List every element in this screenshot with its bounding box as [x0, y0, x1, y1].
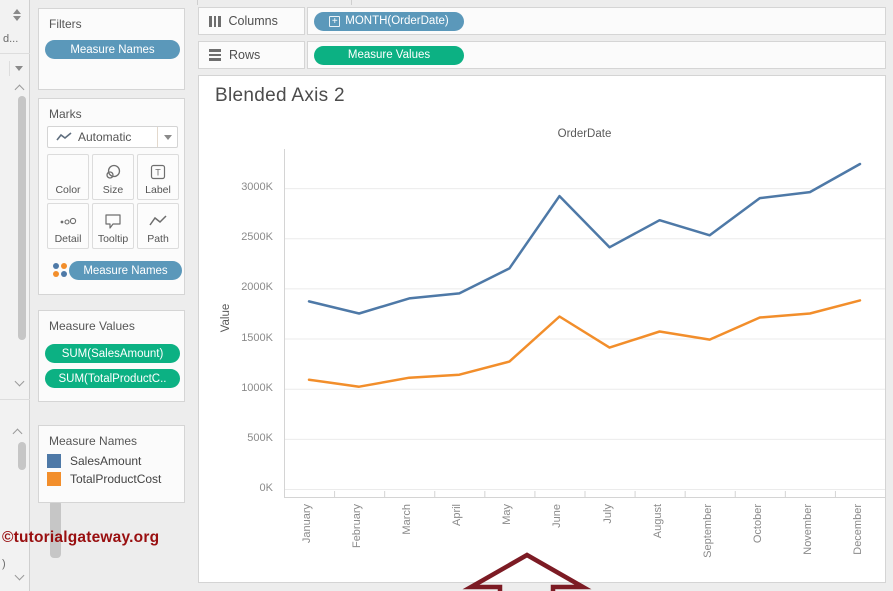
- truncated-field-label: d...: [3, 33, 19, 45]
- rows-shelf[interactable]: Measure Values: [307, 41, 886, 69]
- color-icon: [65, 162, 71, 182]
- columns-shelf-label: Columns: [198, 7, 305, 35]
- expand-plus-icon[interactable]: +: [329, 15, 341, 27]
- measure-values-card: Measure Values SUM(SalesAmount) SUM(Tota…: [38, 310, 185, 402]
- mark-type-dropdown[interactable]: Automatic: [47, 126, 178, 148]
- legend-item-salesamount[interactable]: SalesAmount: [47, 454, 141, 468]
- y-tick-label: 0K: [259, 482, 273, 494]
- worksheet-title: Blended Axis 2: [215, 85, 345, 106]
- y-axis-tick-labels: 0K 500K 1000K 1500K 2000K 2500K 3000K: [229, 76, 273, 582]
- line-chart-plot[interactable]: [284, 149, 885, 502]
- detail-icon: [59, 211, 77, 231]
- tooltip-button[interactable]: Tooltip: [92, 203, 134, 249]
- path-button[interactable]: Path: [137, 203, 179, 249]
- sum-salesamount-pill[interactable]: SUM(SalesAmount): [45, 344, 180, 363]
- sum-totalproductcost-pill[interactable]: SUM(TotalProductC..: [45, 369, 180, 388]
- rows-icon: [209, 49, 221, 61]
- columns-icon: [209, 15, 221, 27]
- chevron-down-icon[interactable]: [9, 61, 27, 76]
- scrollbar-thumb[interactable]: [18, 442, 26, 470]
- data-pane-sliver: d... ): [0, 0, 30, 591]
- y-tick-label: 2000K: [241, 281, 273, 294]
- scrollbar-thumb[interactable]: [18, 96, 26, 340]
- size-button[interactable]: Size: [92, 154, 134, 200]
- x-tick-label: July: [601, 504, 614, 524]
- y-tick-label: 1000K: [241, 381, 273, 394]
- worksheet: Blended Axis 2 OrderDate Value 0K 500K 100…: [198, 75, 886, 583]
- rows-shelf-label: Rows: [198, 41, 305, 69]
- salesamount-swatch: [47, 454, 61, 468]
- label-button[interactable]: T Label: [137, 154, 179, 200]
- measure-names-color-legend-icon: [53, 263, 67, 277]
- month-orderdate-pill[interactable]: + MONTH(OrderDate): [314, 11, 464, 31]
- marks-measure-names-pill[interactable]: Measure Names: [69, 261, 182, 280]
- x-tick-label: December: [851, 504, 864, 555]
- scroll-up-icon[interactable]: [12, 424, 23, 442]
- filters-card: Filters Measure Names: [38, 8, 185, 90]
- y-tick-label: 2500K: [241, 231, 273, 244]
- mark-type-value: Automatic: [78, 130, 132, 144]
- y-tick-label: 500K: [247, 431, 273, 444]
- watermark: ©tutorialgateway.org: [2, 529, 160, 546]
- marks-card: Marks Automatic Color Size T Label Detai…: [38, 98, 185, 295]
- svg-text:T: T: [155, 168, 161, 178]
- detail-button[interactable]: Detail: [47, 203, 89, 249]
- x-tick-label: October: [751, 504, 764, 544]
- totalproductcost-swatch: [47, 472, 61, 486]
- measure-values-title: Measure Values: [49, 319, 135, 333]
- tooltip-icon: [104, 211, 122, 231]
- chevron-down-icon[interactable]: [157, 127, 177, 147]
- x-tick-label: January: [301, 504, 314, 544]
- columns-shelf[interactable]: + MONTH(OrderDate): [307, 7, 886, 35]
- x-tick-label: March: [401, 504, 414, 535]
- sort-icon[interactable]: [13, 9, 21, 21]
- path-icon: [149, 211, 167, 231]
- label-icon: T: [150, 162, 166, 182]
- filters-measure-names-pill[interactable]: Measure Names: [45, 40, 180, 59]
- column-axis-header: OrderDate: [557, 128, 612, 140]
- x-tick-label: November: [801, 504, 814, 555]
- measure-names-legend-card: Measure Names SalesAmount TotalProductCo…: [38, 425, 185, 503]
- x-tick-label: February: [351, 504, 364, 549]
- measure-values-pill[interactable]: Measure Values: [314, 45, 464, 65]
- y-tick-label: 3000K: [241, 181, 273, 194]
- scrollbar-thumb[interactable]: [50, 500, 61, 558]
- x-tick-label: August: [651, 504, 664, 539]
- x-tick-label: September: [701, 504, 714, 558]
- line-mark-icon: [56, 132, 72, 141]
- scroll-down-icon[interactable]: [14, 566, 25, 584]
- color-button[interactable]: Color: [47, 154, 89, 200]
- marks-title: Marks: [49, 107, 82, 121]
- size-icon: [104, 162, 122, 182]
- y-tick-label: 1500K: [241, 331, 273, 344]
- divider: [197, 0, 198, 5]
- scroll-down-icon[interactable]: [14, 372, 25, 390]
- legend-title: Measure Names: [49, 434, 138, 448]
- annotation-up-arrow-icon: [462, 552, 592, 591]
- legend-item-totalproductcost[interactable]: TotalProductCost: [47, 472, 161, 486]
- divider: [351, 0, 352, 5]
- filters-title: Filters: [49, 17, 82, 31]
- truncated-paren-label: ): [2, 558, 6, 570]
